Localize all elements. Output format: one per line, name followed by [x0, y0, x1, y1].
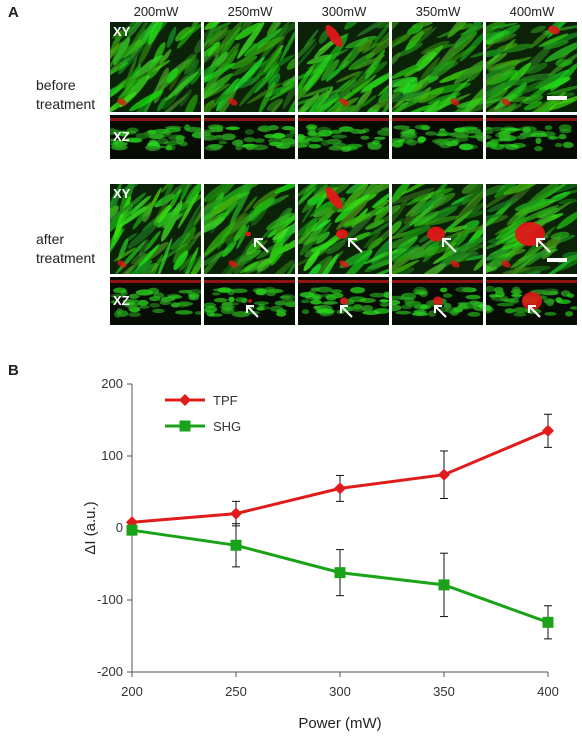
xz-micrograph: [486, 115, 577, 159]
lesion-arrow-icon: [536, 238, 551, 253]
xy-micrograph: [204, 184, 295, 274]
x-axis-label: Power (mW): [298, 715, 381, 732]
xz-micrograph: [204, 115, 295, 159]
power-label: 400mW: [509, 4, 555, 19]
lesion-arrow-icon: [348, 238, 363, 253]
line-chart: 200 100 0 -100 -200 200 250 300 350 400 Power (mW)…: [82, 376, 559, 732]
lesion-arrow-icon: [434, 305, 447, 318]
xz-view-tag: XZ: [113, 293, 130, 308]
y-tick-label: 100: [101, 448, 123, 463]
xy-micrograph: [298, 22, 389, 112]
row-label-line: before: [36, 77, 76, 93]
xz-view-tag: XZ: [113, 129, 130, 144]
xy-micrograph: [392, 22, 483, 112]
power-label: 300mW: [321, 4, 367, 19]
data-point-shg: [334, 567, 346, 579]
x-tick-label: 350: [433, 684, 455, 699]
lesion-arrow-icon: [246, 305, 259, 318]
power-label: 250mW: [227, 4, 273, 19]
data-point-shg: [542, 616, 554, 628]
lesion-arrow-icon: [254, 238, 269, 253]
xy-micrograph: [486, 22, 577, 112]
xz-micrograph: XZ: [110, 277, 201, 325]
lesion-arrow-icon: [528, 305, 541, 318]
data-point-shg: [126, 524, 138, 536]
xz-micrograph: [392, 115, 483, 159]
row-label: before treatment: [36, 76, 95, 114]
y-axis-label: ΔI (a.u.): [82, 501, 99, 554]
y-tick-label: 200: [101, 376, 123, 391]
data-point-tpf: [230, 507, 242, 520]
scale-bar: [547, 96, 567, 100]
data-point-tpf: [334, 482, 346, 495]
xy-view-tag: XY: [113, 186, 131, 201]
xy-micrograph: XY: [110, 184, 201, 274]
lesion-arrow-icon: [442, 238, 457, 253]
y-tick-label: -100: [97, 592, 123, 607]
xy-micrograph: [392, 184, 483, 274]
xz-micrograph: [204, 277, 295, 325]
row-label: after treatment: [36, 230, 95, 268]
data-point-shg: [230, 539, 242, 551]
lesion-arrow-icon: [340, 305, 353, 318]
y-tick-label: 0: [116, 520, 123, 535]
legend-marker: [179, 394, 191, 406]
legend-label: TPF: [213, 393, 238, 408]
xz-micrograph: [392, 277, 483, 325]
legend-marker: [179, 420, 191, 432]
power-label: 350mW: [415, 4, 461, 19]
x-tick-label: 200: [121, 684, 143, 699]
xz-micrograph: [486, 277, 577, 325]
x-tick-label: 300: [329, 684, 351, 699]
data-point-shg: [438, 579, 450, 591]
xy-micrograph: XY: [110, 22, 201, 112]
y-tick-label: -200: [97, 664, 123, 679]
xz-micrograph: XZ: [110, 115, 201, 159]
row-label-line: treatment: [36, 250, 96, 266]
row-label-line: after: [36, 231, 65, 247]
row-label-line: treatment: [36, 96, 96, 112]
x-tick-label: 250: [225, 684, 247, 699]
power-label: 200mW: [133, 4, 179, 19]
xz-micrograph: [298, 115, 389, 159]
xy-micrograph: [298, 184, 389, 274]
xy-micrograph: [204, 22, 295, 112]
xz-micrograph: [298, 277, 389, 325]
data-point-tpf: [438, 468, 450, 481]
xy-micrograph: [486, 184, 577, 274]
data-point-tpf: [542, 424, 554, 437]
xy-view-tag: XY: [113, 24, 131, 39]
legend-label: SHG: [213, 419, 241, 434]
panel-a-label: A: [8, 4, 19, 21]
x-tick-label: 400: [537, 684, 559, 699]
scale-bar: [547, 258, 567, 262]
panel-b-label: B: [8, 362, 19, 379]
